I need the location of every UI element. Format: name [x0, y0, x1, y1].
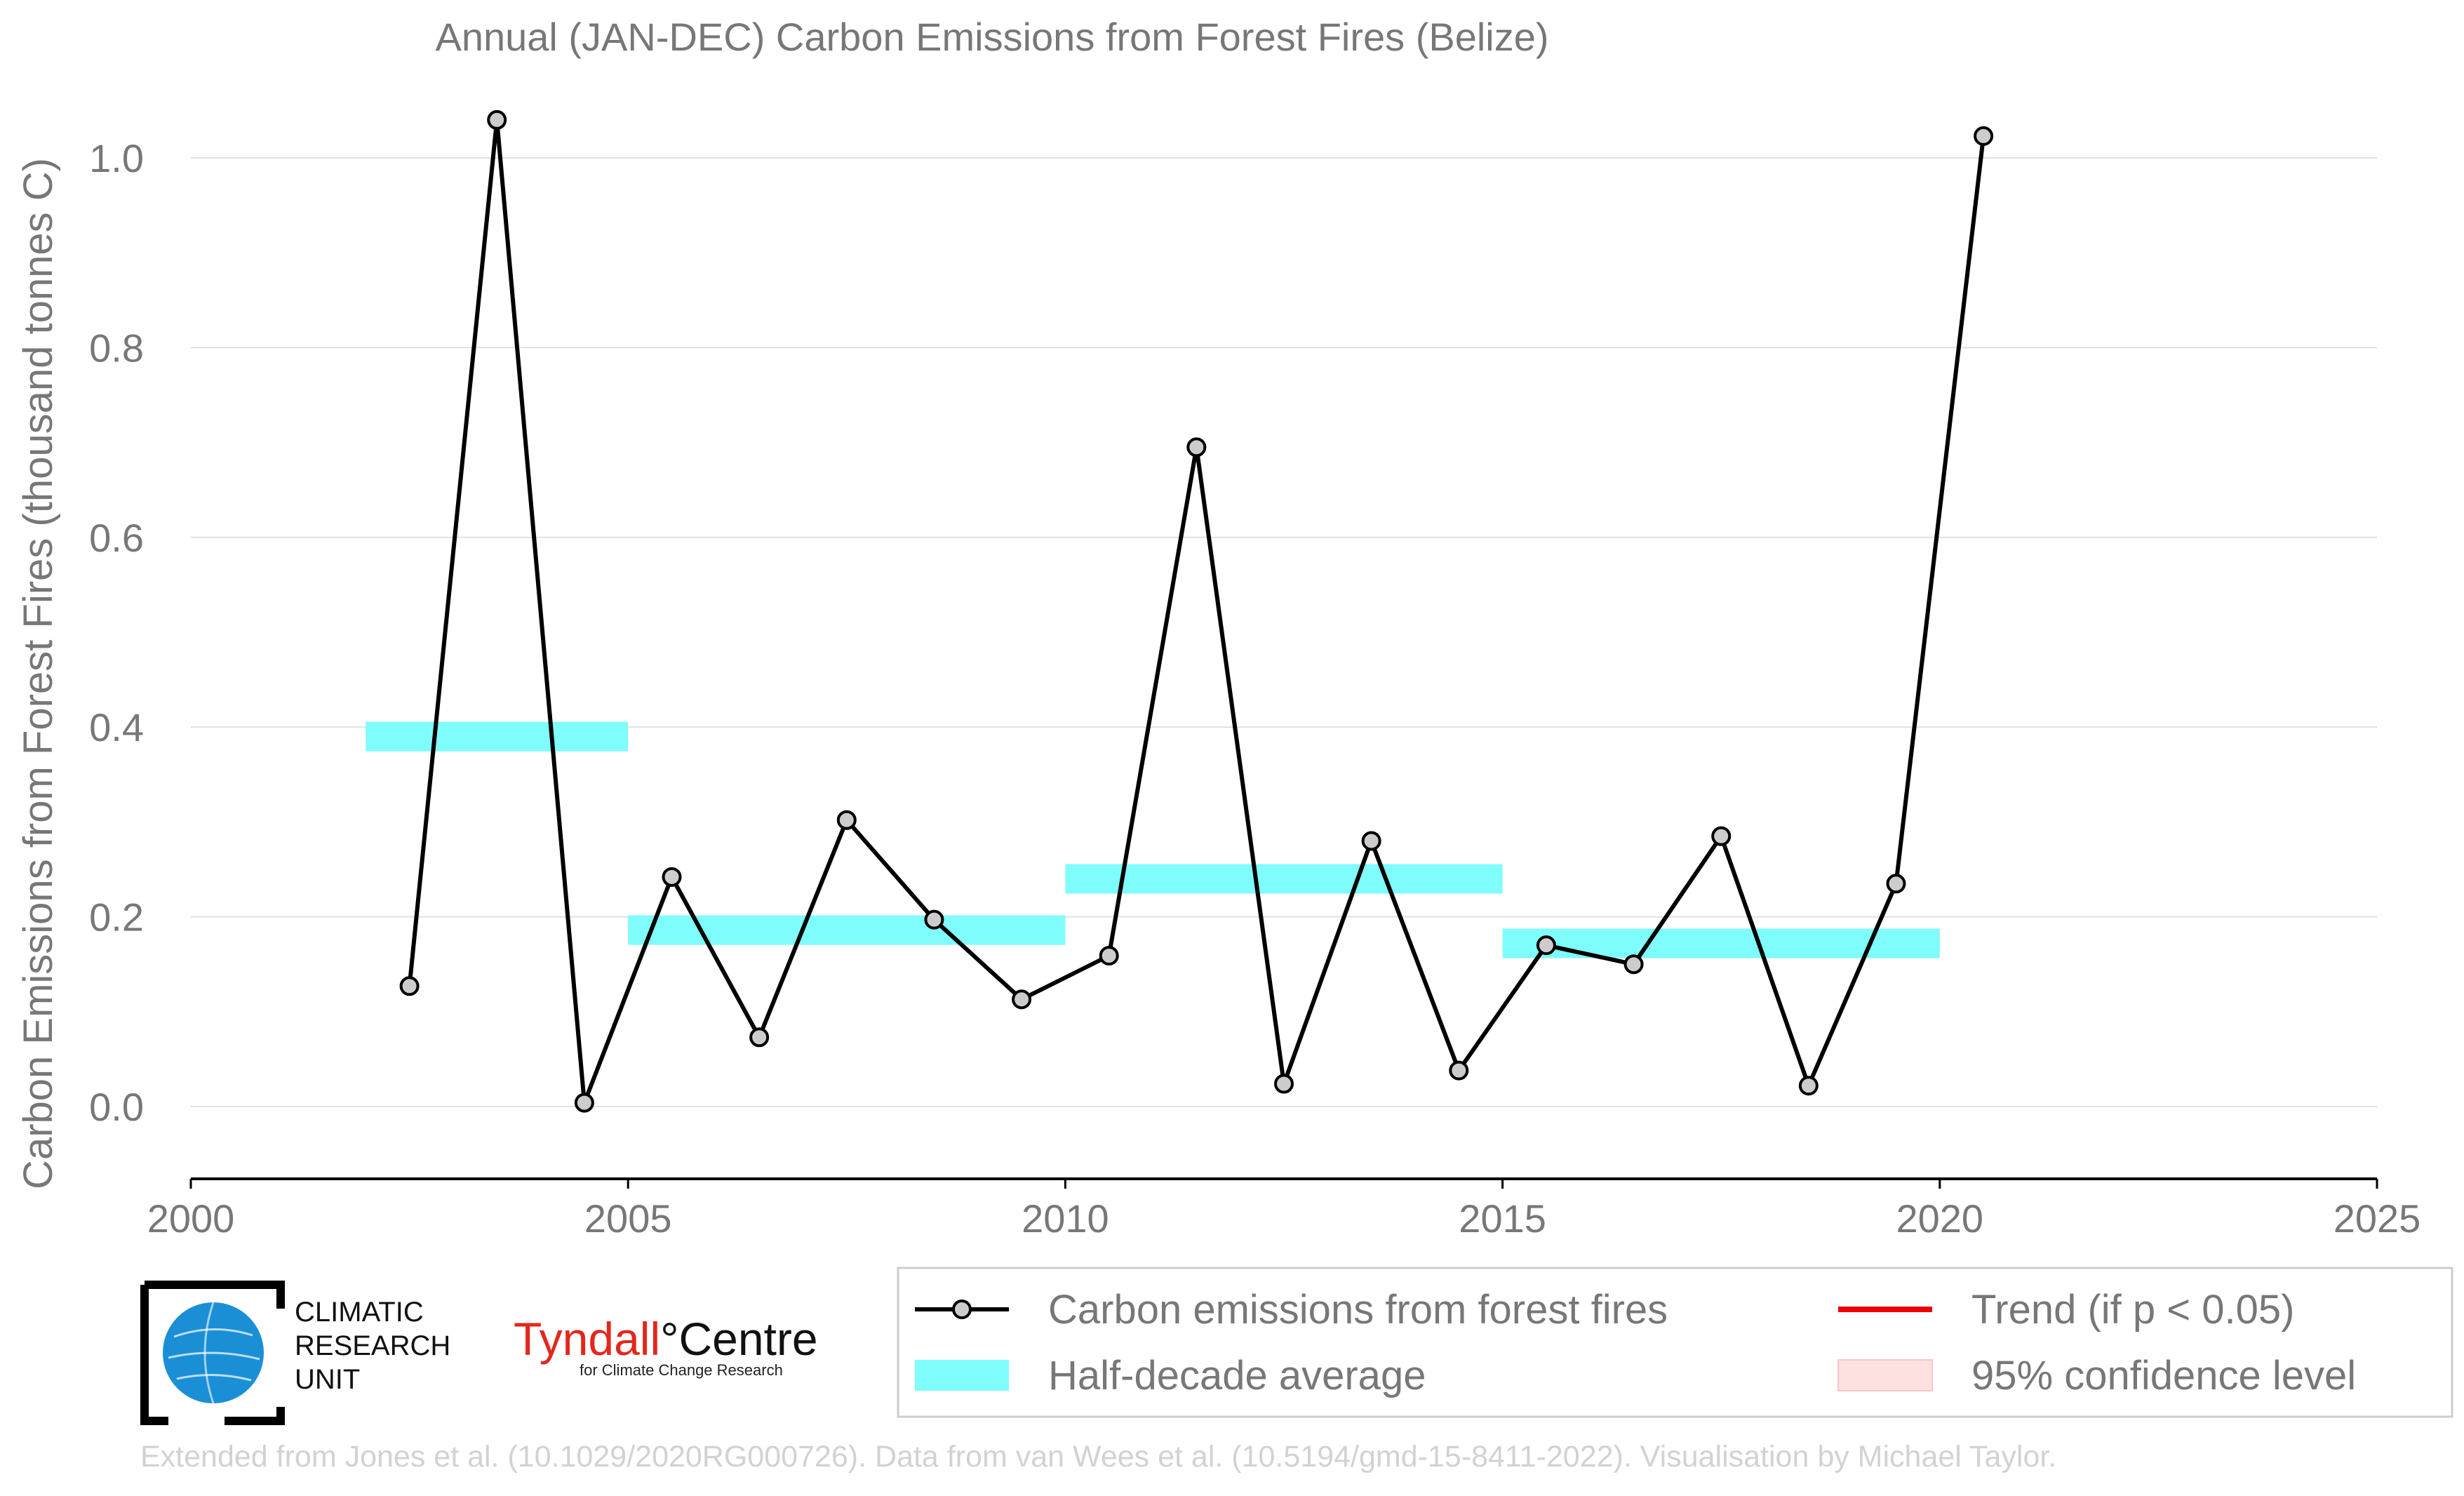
x-tick-label: 2020 [1896, 1196, 1984, 1241]
cru-globe-icon [140, 1281, 285, 1425]
data-point [1711, 826, 1732, 846]
tyndall-subtitle: for Climate Change Research [580, 1361, 783, 1379]
data-point [1099, 946, 1119, 966]
y-tick-label: 0.6 [89, 516, 144, 560]
data-point [836, 810, 857, 830]
x-tick-label: 2025 [2334, 1196, 2421, 1241]
legend: Carbon emissions from forest fires Trend … [897, 1267, 2453, 1418]
legend-box [897, 1267, 2453, 1418]
tyndall-centre: °Centre [660, 1313, 818, 1365]
x-tick-label: 2015 [1459, 1196, 1546, 1241]
cru-line-3: UNIT [295, 1364, 361, 1395]
cru-logo [140, 1281, 477, 1428]
cru-line-1: CLIMATIC [295, 1297, 424, 1328]
cru-line-2: RESEARCH [295, 1330, 451, 1361]
x-tick-label: 2000 [147, 1196, 235, 1241]
half-decade-average-bar [366, 721, 629, 752]
data-point [1886, 874, 1906, 894]
data-point [399, 976, 420, 996]
data-point [487, 109, 507, 130]
legend-label: Half-decade average [1048, 1353, 1426, 1398]
data-point [1536, 935, 1556, 956]
y-tick-label: 0.2 [89, 895, 144, 940]
data-point [1274, 1074, 1294, 1094]
legend-marker-swatch [952, 1300, 972, 1319]
grid-lines [191, 157, 2377, 1107]
emissions-series [399, 109, 1994, 1113]
y-axis-label: Carbon Emissions from Forest Fires (thou… [15, 158, 61, 1189]
x-axis: 2000 2005 2010 2015 2020 2025 [147, 1177, 2421, 1241]
data-point [1623, 954, 1644, 975]
y-tick-labels: 0.0 0.2 0.4 0.6 0.8 1.0 [89, 136, 144, 1129]
data-point [574, 1093, 594, 1113]
data-point [662, 867, 682, 887]
cru-logo-text: CLIMATIC RESEARCH UNIT [295, 1295, 450, 1396]
x-tick-label: 2010 [1022, 1196, 1109, 1241]
y-tick-label: 0.4 [89, 705, 144, 749]
data-point [1798, 1076, 1819, 1096]
data-point [1012, 989, 1032, 1010]
credits-footer: Extended from Jones et al. (10.1029/2020… [140, 1440, 2057, 1474]
legend-patch-swatch [1837, 1359, 1933, 1391]
half-decade-average-bar [1065, 864, 1503, 894]
data-point [749, 1027, 770, 1048]
legend-label: 95% confidence level [1971, 1353, 2356, 1398]
data-point [1361, 831, 1381, 851]
data-point [1449, 1060, 1469, 1081]
y-tick-label: 0.0 [89, 1085, 144, 1129]
data-point [924, 909, 944, 930]
x-tick-label: 2005 [584, 1196, 672, 1241]
y-tick-label: 1.0 [89, 136, 144, 180]
y-tick-label: 0.8 [89, 326, 144, 370]
data-point [1974, 126, 1994, 146]
tyndall-name: Tyndall [514, 1313, 661, 1365]
data-point [1186, 437, 1207, 458]
legend-label: Carbon emissions from forest fires [1048, 1287, 1668, 1333]
half-decade-bars [366, 721, 1940, 959]
legend-patch-swatch [915, 1360, 1009, 1391]
tyndall-logo: Tyndall°Centre [514, 1312, 818, 1365]
legend-label: Trend (if p < 0.05) [1971, 1287, 2294, 1333]
chart-title: Annual (JAN-DEC) Carbon Emissions from F… [435, 15, 1548, 59]
